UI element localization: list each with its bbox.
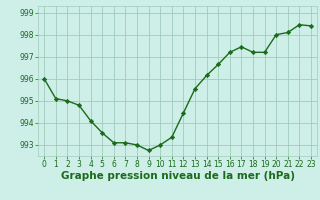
X-axis label: Graphe pression niveau de la mer (hPa): Graphe pression niveau de la mer (hPa): [60, 171, 295, 181]
